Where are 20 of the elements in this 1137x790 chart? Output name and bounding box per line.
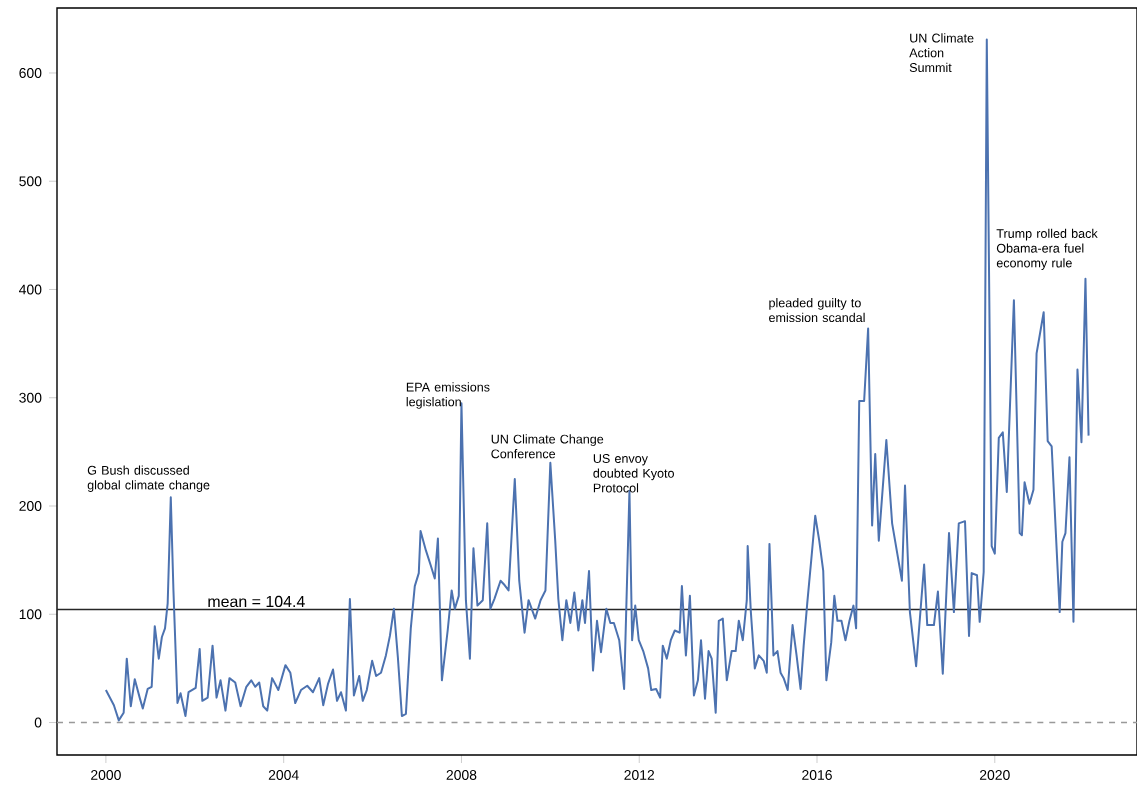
x-tick-label: 2012	[624, 770, 655, 780]
ref-line-label: mean = 104.4	[208, 595, 305, 608]
y-tick-label: 500	[19, 176, 42, 187]
annotation: Trump rolled back Obama-era fuel economy rule	[996, 228, 1098, 270]
x-tick-label: 2016	[802, 770, 832, 780]
y-tick-label: 400	[19, 284, 42, 295]
annotation: pleaded guilty to emission scandal	[769, 298, 865, 323]
x-tick-label: 2004	[268, 770, 299, 780]
annotation: US envoy doubted Kyoto Protocol	[593, 454, 674, 493]
x-tick-label: 2008	[446, 770, 477, 780]
x-tick-label: 2020	[979, 770, 1010, 780]
y-tick-label: 100	[19, 609, 42, 620]
y-tick-label: 200	[19, 501, 42, 511]
y-tick-label: 600	[19, 68, 42, 78]
x-tick-label: 2000	[91, 770, 121, 780]
annotation: UN Climate Action Summit	[909, 33, 974, 73]
y-tick-label: 300	[19, 392, 42, 403]
annotation: G Bush discussed global climate change	[87, 465, 210, 492]
y-tick-label: 0	[34, 717, 42, 728]
annotation: EPA emissions legislation	[406, 382, 490, 409]
